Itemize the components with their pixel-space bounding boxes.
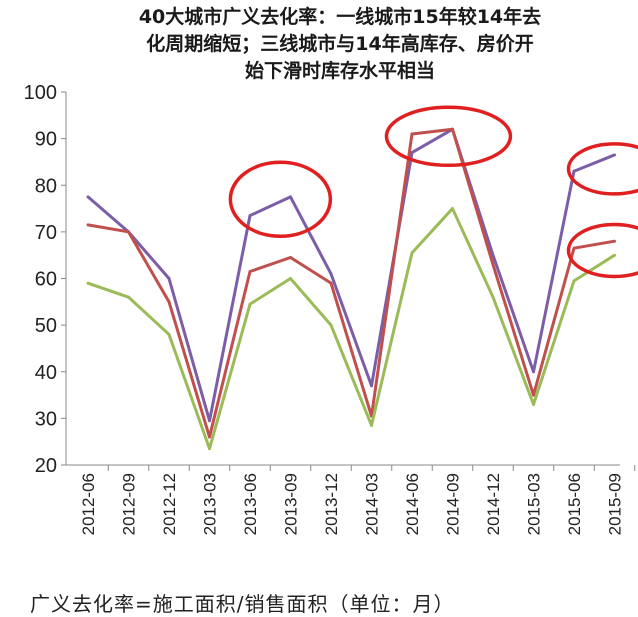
- x-tick-label: 2013-06: [241, 473, 260, 535]
- data-point: [86, 281, 90, 285]
- series-line-3: [87, 207, 616, 451]
- data-point: [289, 256, 292, 260]
- data-point: [127, 230, 130, 234]
- y-tick-label: 30: [35, 408, 57, 430]
- highlight-ellipses: [228, 105, 638, 279]
- series-line-1: [87, 127, 616, 423]
- data-point: [208, 435, 211, 439]
- data-point: [329, 323, 333, 327]
- x-tick-label: 2012-06: [79, 473, 98, 535]
- data-point: [86, 195, 90, 199]
- x-tick-label: 2013-09: [282, 473, 301, 535]
- y-tick-label: 70: [35, 222, 57, 244]
- y-axis-ticks: 20 30 40 50 60 70 80 90 100: [24, 82, 66, 477]
- highlight-ellipse: [566, 142, 638, 196]
- data-point: [532, 393, 535, 397]
- x-tick-label: 2015-06: [565, 473, 584, 535]
- data-point: [329, 272, 333, 276]
- data-point: [370, 384, 373, 388]
- x-tick-label: 2014-03: [363, 473, 382, 535]
- x-tick-label: 2013-12: [322, 473, 341, 535]
- highlight-ellipse: [566, 222, 638, 279]
- y-tick-label: 40: [35, 362, 57, 384]
- data-point: [532, 402, 535, 406]
- data-point: [248, 302, 252, 306]
- data-point: [613, 239, 616, 243]
- data-point: [248, 214, 252, 218]
- data-point: [613, 253, 616, 257]
- data-point: [491, 295, 495, 299]
- data-point: [451, 127, 454, 131]
- data-point: [410, 251, 414, 255]
- chart-title-line-3: 始下滑时库存水平相当: [244, 60, 435, 82]
- data-point: [329, 281, 333, 285]
- x-tick-label: 2012-12: [160, 473, 179, 535]
- x-tick-label: 2015-03: [525, 473, 544, 535]
- x-tick-label: 2014-09: [444, 473, 463, 535]
- y-tick-label: 50: [35, 315, 57, 337]
- y-tick-label: 60: [35, 269, 57, 291]
- data-point: [289, 277, 292, 280]
- x-tick-label: 2015-09: [606, 473, 625, 535]
- data-point: [491, 253, 495, 257]
- data-point: [370, 423, 373, 427]
- series-lines: [86, 127, 616, 451]
- data-point: [208, 419, 211, 423]
- data-point: [167, 300, 171, 304]
- data-point: [248, 270, 252, 274]
- data-point: [451, 207, 454, 211]
- chart-title-line-1: 40大城市广义去化率：一线城市15年较14年去: [138, 6, 542, 28]
- data-point: [167, 332, 171, 336]
- chart-title-line-2: 化周期缩短；三线城市与14年高库存、房价开: [146, 33, 534, 55]
- data-point: [127, 295, 130, 299]
- y-tick-label: 90: [35, 129, 57, 151]
- data-point: [572, 279, 576, 283]
- data-point: [572, 246, 576, 250]
- y-tick-label: 20: [35, 455, 57, 477]
- series-line-2: [87, 127, 615, 439]
- axes: [65, 92, 620, 466]
- data-point: [208, 447, 211, 451]
- data-point: [167, 277, 171, 280]
- x-axis-ticks: 2012-06 2012-09 2012-12 2013-03 2013-06 2013-…: [79, 465, 636, 535]
- data-point: [491, 263, 495, 267]
- highlight-ellipse: [384, 105, 513, 168]
- data-point: [410, 132, 414, 136]
- x-tick-label: 2013-03: [201, 473, 220, 535]
- y-tick-label: 100: [24, 82, 57, 104]
- chart-title: 40大城市广义去化率：一线城市15年较14年去 化周期缩短；三线城市与14年高库…: [70, 4, 610, 85]
- x-tick-label: 2012-09: [120, 473, 139, 535]
- footnote: 广义去化率=施工面积/销售面积（单位：月）: [30, 592, 455, 616]
- data-point: [613, 153, 616, 157]
- y-tick-label: 80: [35, 175, 57, 197]
- highlight-ellipse: [228, 160, 333, 238]
- x-tick-label: 2014-12: [484, 473, 503, 535]
- x-tick-label: 2014-06: [403, 473, 422, 535]
- data-point: [410, 151, 414, 155]
- data-point: [289, 195, 292, 199]
- data-point: [86, 223, 90, 227]
- data-point: [532, 370, 535, 374]
- data-point: [572, 169, 576, 173]
